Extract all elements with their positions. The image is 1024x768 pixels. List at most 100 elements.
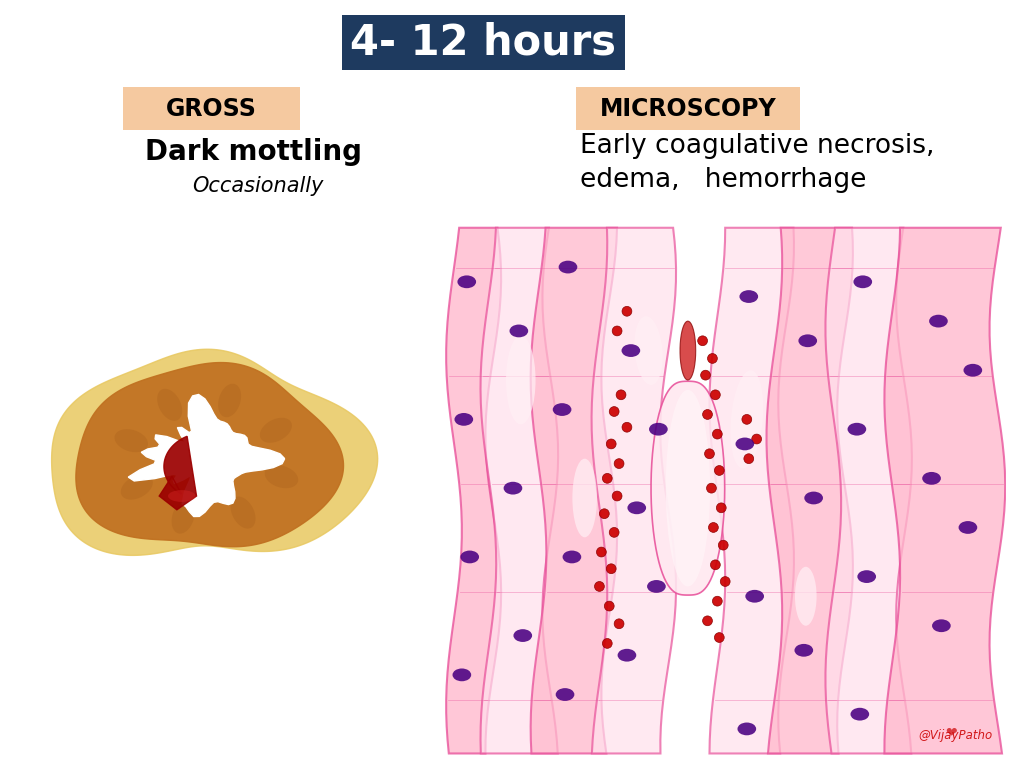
Ellipse shape	[635, 316, 663, 385]
Circle shape	[595, 581, 604, 591]
Ellipse shape	[964, 364, 982, 376]
Circle shape	[713, 596, 722, 606]
Circle shape	[602, 638, 612, 648]
Circle shape	[614, 458, 624, 468]
Polygon shape	[159, 436, 197, 510]
Circle shape	[752, 434, 762, 444]
Polygon shape	[651, 381, 725, 595]
Ellipse shape	[923, 472, 941, 485]
Polygon shape	[76, 362, 343, 547]
Ellipse shape	[562, 551, 582, 564]
FancyBboxPatch shape	[342, 15, 625, 70]
Circle shape	[612, 491, 622, 501]
Text: ❤: ❤	[945, 725, 957, 739]
Circle shape	[743, 454, 754, 464]
Polygon shape	[51, 349, 378, 555]
Ellipse shape	[851, 708, 869, 720]
Polygon shape	[592, 228, 676, 753]
Circle shape	[717, 503, 726, 513]
Circle shape	[720, 577, 730, 587]
Text: 4- 12 hours: 4- 12 hours	[350, 21, 616, 63]
Ellipse shape	[735, 438, 755, 450]
Circle shape	[715, 465, 724, 475]
Ellipse shape	[556, 688, 574, 701]
Circle shape	[622, 306, 632, 316]
Ellipse shape	[158, 389, 182, 421]
Ellipse shape	[795, 567, 816, 626]
Circle shape	[707, 483, 717, 493]
Ellipse shape	[510, 325, 528, 337]
Circle shape	[702, 409, 713, 419]
Circle shape	[606, 439, 616, 449]
Polygon shape	[767, 228, 853, 753]
Ellipse shape	[853, 276, 872, 288]
Polygon shape	[530, 228, 617, 753]
Circle shape	[718, 540, 728, 550]
Circle shape	[711, 560, 720, 570]
Ellipse shape	[553, 403, 571, 416]
Ellipse shape	[260, 418, 292, 442]
Ellipse shape	[739, 290, 758, 303]
Ellipse shape	[647, 580, 666, 593]
Ellipse shape	[458, 276, 476, 288]
Text: @VijayPatho: @VijayPatho	[919, 729, 992, 742]
Ellipse shape	[506, 336, 536, 424]
Ellipse shape	[958, 521, 977, 534]
Circle shape	[708, 353, 718, 363]
Circle shape	[713, 429, 722, 439]
Polygon shape	[885, 228, 1006, 753]
Polygon shape	[128, 395, 285, 517]
FancyBboxPatch shape	[575, 88, 800, 131]
Text: edema,   hemorrhage: edema, hemorrhage	[580, 167, 866, 193]
Circle shape	[609, 406, 620, 416]
Circle shape	[742, 415, 752, 424]
Ellipse shape	[666, 390, 710, 587]
Ellipse shape	[461, 551, 479, 564]
Ellipse shape	[737, 723, 756, 735]
Text: GROSS: GROSS	[166, 97, 257, 121]
Polygon shape	[710, 228, 794, 753]
Ellipse shape	[857, 570, 877, 583]
Ellipse shape	[168, 490, 196, 502]
Ellipse shape	[559, 260, 578, 273]
Ellipse shape	[622, 344, 640, 357]
Ellipse shape	[513, 629, 532, 642]
Ellipse shape	[932, 619, 950, 632]
Circle shape	[715, 633, 724, 643]
Text: MICROSCOPY: MICROSCOPY	[599, 97, 776, 121]
Text: Occasionally: Occasionally	[193, 176, 324, 196]
Ellipse shape	[265, 465, 298, 488]
FancyBboxPatch shape	[123, 88, 300, 131]
Ellipse shape	[804, 492, 823, 505]
Polygon shape	[446, 228, 501, 753]
Ellipse shape	[455, 413, 473, 425]
Circle shape	[697, 336, 708, 346]
Circle shape	[612, 326, 622, 336]
Circle shape	[606, 564, 616, 574]
Circle shape	[700, 370, 711, 380]
Ellipse shape	[572, 458, 597, 538]
Circle shape	[622, 422, 632, 432]
Text: Early coagulative necrosis,: Early coagulative necrosis,	[580, 133, 934, 159]
Ellipse shape	[453, 668, 471, 681]
Ellipse shape	[649, 423, 668, 435]
Circle shape	[709, 522, 718, 532]
Circle shape	[599, 508, 609, 518]
Circle shape	[711, 390, 720, 399]
Ellipse shape	[745, 590, 764, 603]
Ellipse shape	[230, 497, 256, 528]
Ellipse shape	[848, 423, 866, 435]
Polygon shape	[825, 228, 912, 753]
Circle shape	[602, 473, 612, 483]
Ellipse shape	[115, 429, 148, 452]
Ellipse shape	[617, 649, 636, 661]
Circle shape	[614, 619, 624, 629]
Polygon shape	[480, 228, 558, 753]
Ellipse shape	[799, 334, 817, 347]
Ellipse shape	[172, 500, 195, 534]
Ellipse shape	[628, 502, 646, 515]
Ellipse shape	[218, 384, 241, 417]
Circle shape	[702, 616, 713, 626]
Ellipse shape	[929, 315, 948, 327]
Text: Dark mottling: Dark mottling	[145, 138, 362, 166]
